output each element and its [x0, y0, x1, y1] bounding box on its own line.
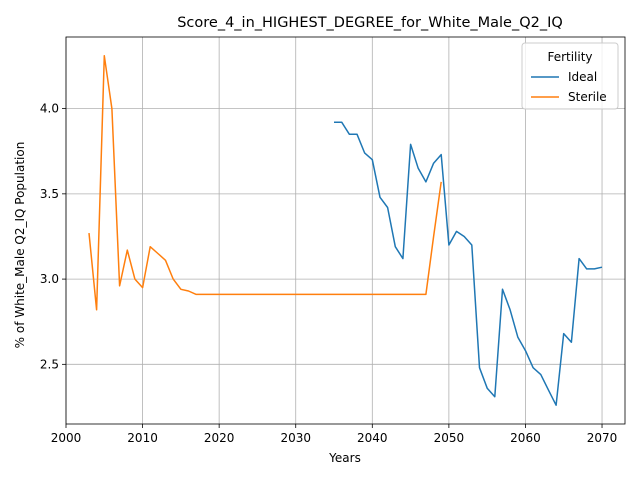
legend-title: Fertility	[547, 50, 592, 64]
x-axis-ticks: 2000 2010 2020 2030 2040 2050 2060 2070	[51, 424, 618, 445]
y-tick-label: 3.0	[40, 272, 59, 286]
legend-label-sterile: Sterile	[568, 90, 607, 104]
legend-box	[521, 42, 619, 110]
x-axis-label: Years	[328, 451, 361, 465]
legend: Fertility Ideal Sterile	[521, 42, 619, 110]
y-tick-label: 3.5	[40, 187, 59, 201]
x-tick-label: 2020	[204, 431, 235, 445]
series-line-sterile	[88, 55, 442, 311]
series-line-ideal	[334, 121, 603, 406]
y-axis-label: % of White_Male Q2_IQ Population	[13, 142, 27, 349]
x-tick-label: 2060	[510, 431, 541, 445]
series-lines	[88, 55, 603, 406]
y-tick-label: 2.5	[40, 357, 59, 371]
x-tick-label: 2000	[51, 431, 82, 445]
y-tick-label: 4.0	[40, 102, 59, 116]
x-tick-label: 2070	[587, 431, 618, 445]
grid-lines	[65, 37, 625, 424]
y-axis-ticks: 2.5 3.0 3.5 4.0	[40, 102, 66, 371]
plot-frame	[65, 36, 626, 425]
legend-label-ideal: Ideal	[568, 70, 597, 84]
chart-title: Score_4_in_HIGHEST_DEGREE_for_White_Male…	[177, 15, 563, 31]
x-tick-label: 2010	[127, 431, 158, 445]
x-tick-label: 2030	[280, 431, 311, 445]
x-tick-label: 2040	[357, 431, 388, 445]
x-tick-label: 2050	[434, 431, 465, 445]
